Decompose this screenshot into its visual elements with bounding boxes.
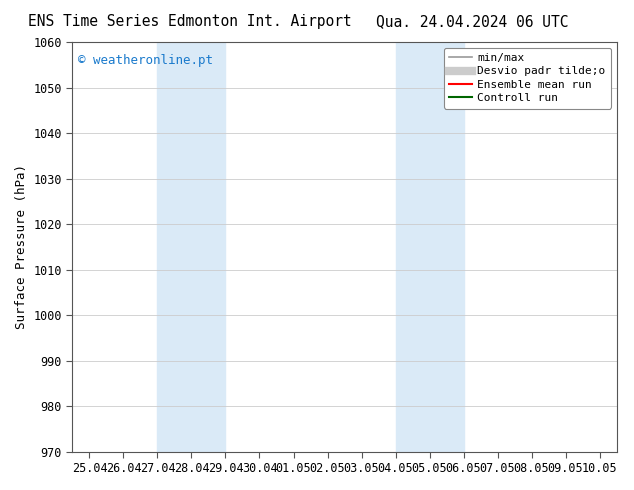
Text: Qua. 24.04.2024 06 UTC: Qua. 24.04.2024 06 UTC [376, 14, 569, 29]
Bar [396, 42, 463, 452]
Text: © weatheronline.pt: © weatheronline.pt [78, 54, 213, 67]
Text: ENS Time Series Edmonton Int. Airport: ENS Time Series Edmonton Int. Airport [29, 14, 352, 29]
Bar [157, 42, 226, 452]
Legend: min/max, Desvio padr tilde;o, Ensemble mean run, Controll run: min/max, Desvio padr tilde;o, Ensemble m… [444, 48, 611, 109]
Y-axis label: Surface Pressure (hPa): Surface Pressure (hPa) [15, 164, 28, 329]
